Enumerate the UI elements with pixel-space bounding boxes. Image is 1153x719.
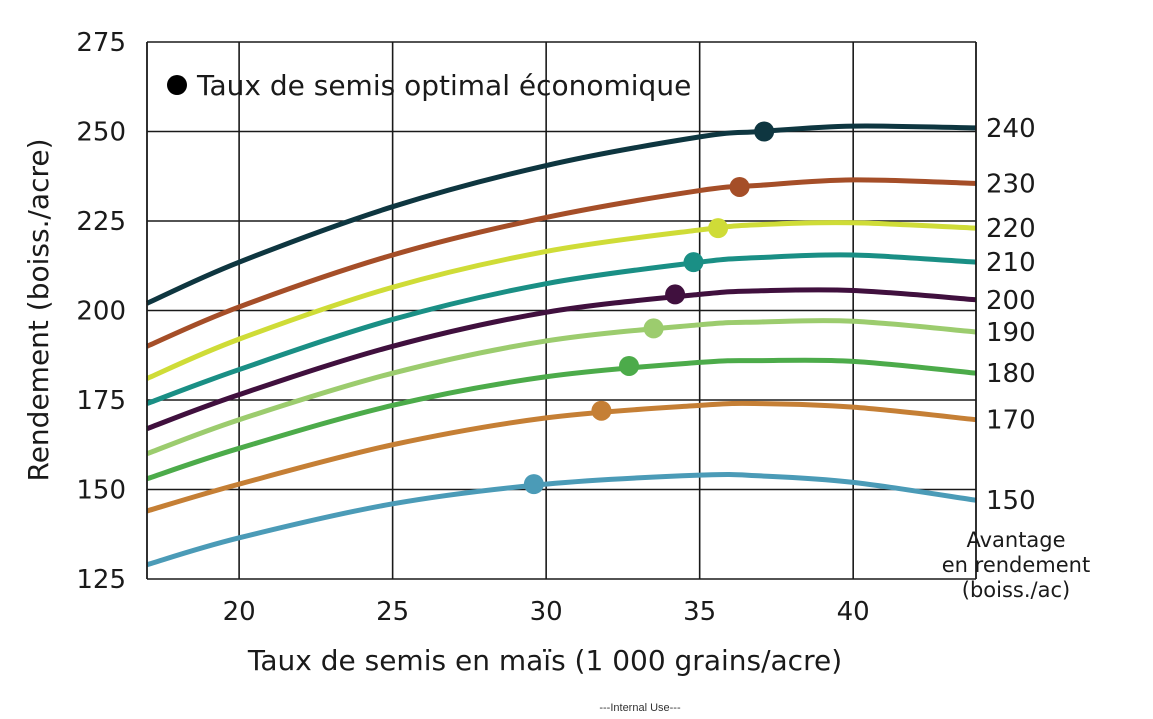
y-tick-label: 200 (76, 297, 126, 327)
x-axis-title: Taux de semis en maïs (1 000 grains/acre… (247, 644, 842, 677)
y-axis-title: Rendement (boiss./acre) (22, 138, 55, 481)
optimal-point-210 (683, 252, 704, 273)
y-tick-label: 150 (76, 476, 126, 506)
series-line-200 (146, 287, 977, 431)
series-label: 170 (986, 406, 1036, 436)
series-line-150 (146, 471, 977, 568)
x-tick-label: 40 (837, 597, 870, 627)
legend-label: Taux de semis optimal économique (196, 69, 691, 102)
footer-label: ---Internal Use--- (599, 702, 681, 714)
series-line-180 (146, 357, 977, 482)
side-title-line-2: en rendement (942, 553, 1090, 577)
side-title-line-3: (boiss./ac) (962, 578, 1070, 602)
series-line-220 (146, 220, 977, 381)
optimal-point-200 (665, 284, 686, 305)
y-tick-label: 175 (76, 386, 126, 416)
series-label: 180 (986, 359, 1036, 389)
axes: 125 150 175 200 225 250 275 20 25 30 35 40 240 230 220… (76, 28, 1035, 627)
optimal-point-170 (591, 400, 612, 421)
series-line-240 (145, 123, 977, 306)
y-tick-label: 250 (76, 118, 126, 148)
optimal-point-230 (729, 176, 750, 197)
y-tick-label: 275 (76, 28, 126, 58)
series-label: 150 (986, 486, 1036, 516)
series-line-230 (146, 177, 977, 349)
series-label: 230 (986, 169, 1036, 199)
x-tick-label: 30 (530, 597, 563, 627)
optimal-point-220 (708, 218, 729, 239)
y-tick-label: 125 (76, 565, 126, 595)
y-tick-label: 225 (76, 207, 126, 237)
series-line-170 (146, 400, 977, 514)
optimal-point-180 (619, 355, 640, 376)
optimal-point-150 (523, 474, 544, 495)
series-line-190 (146, 318, 977, 457)
optimal-point-190 (643, 318, 664, 339)
x-tick-label: 25 (376, 597, 409, 627)
series-label: 220 (986, 214, 1036, 244)
grid (147, 41, 976, 580)
series-label: 200 (986, 286, 1036, 316)
series-line-210 (146, 252, 977, 406)
series-layer (145, 121, 977, 568)
yield-advantage-title: Avantage en rendement (boiss./ac) (942, 528, 1090, 602)
series-label: 190 (986, 318, 1036, 348)
series-label: 240 (986, 114, 1036, 144)
series-label: 210 (986, 248, 1036, 278)
x-tick-label: 35 (683, 597, 716, 627)
legend: Taux de semis optimal économique (167, 69, 691, 102)
side-title-line-1: Avantage (966, 528, 1065, 552)
x-tick-label: 20 (223, 597, 256, 627)
legend-dot-icon (167, 75, 187, 95)
optimal-point-240 (754, 121, 775, 142)
